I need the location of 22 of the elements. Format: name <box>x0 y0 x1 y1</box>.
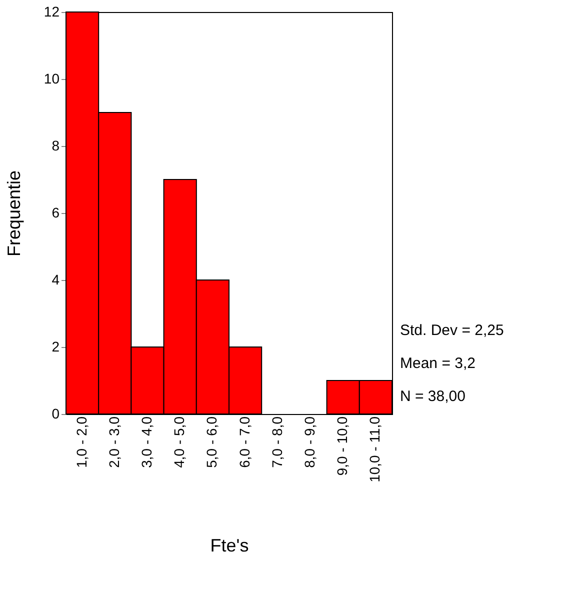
y-tick-label: 0 <box>52 406 60 422</box>
y-tick-label: 4 <box>52 272 60 288</box>
x-tick-label: 5,0 - 6,0 <box>204 416 220 468</box>
x-tick-label: 8,0 - 9,0 <box>302 416 318 468</box>
y-tick-label: 2 <box>52 338 60 354</box>
y-tick-label: 6 <box>52 204 60 220</box>
y-tick-label: 12 <box>44 4 60 20</box>
text: Mean = 3,2 <box>400 355 476 372</box>
x-tick-label: 10,0 - 11,0 <box>366 416 383 482</box>
x-tick-label: 3,0 - 4,0 <box>138 416 154 468</box>
x-tick-label: 4,0 - 5,0 <box>171 416 188 468</box>
x-tick-label: 1,0 - 2,0 <box>73 416 90 468</box>
y-axis-title: Frequentie <box>4 170 24 257</box>
text: Std. Dev = 2,25 <box>400 322 504 339</box>
y-tick-label: 8 <box>52 138 60 154</box>
x-tick-label: 7,0 - 8,0 <box>268 416 285 468</box>
y-tick-label: 10 <box>44 70 60 86</box>
x-axis-title: Fte's <box>210 535 249 556</box>
x-tick-label: 6,0 - 7,0 <box>236 416 252 468</box>
x-tick-label: 9,0 - 10,0 <box>334 416 350 476</box>
text: N = 38,00 <box>400 388 466 405</box>
x-tick-label: 2,0 - 3,0 <box>106 416 122 468</box>
